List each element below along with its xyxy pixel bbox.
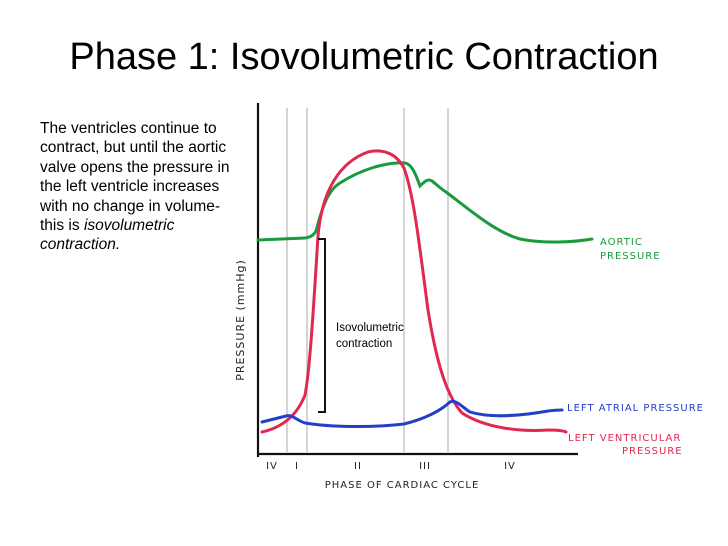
body-text: The ventricles continue to contract, but… bbox=[40, 119, 235, 255]
body-text-normal: The ventricles continue to contract, but… bbox=[40, 120, 230, 235]
slide-title: Phase 1: Isovolumetric Contraction bbox=[69, 36, 659, 78]
y-axis-label: PRESSURE (mmHg) bbox=[234, 259, 247, 381]
curve-labels: AORTIC PRESSURE LEFT ATRIAL PRESSURE LEF… bbox=[567, 237, 704, 457]
ventricular-label-line1: LEFT VENTRICULAR bbox=[568, 433, 681, 444]
phase-label-iii: III bbox=[419, 461, 431, 472]
atrial-label: LEFT ATRIAL PRESSURE bbox=[567, 403, 704, 414]
phase-label-i: I bbox=[295, 461, 299, 472]
isovolumetric-annotation: Isovolumetric contraction bbox=[336, 320, 404, 352]
annotation-line1: Isovolumetric bbox=[336, 322, 404, 334]
x-axis-label: PHASE OF CARDIAC CYCLE bbox=[325, 480, 480, 491]
phase-label-iv-start: IV bbox=[266, 461, 278, 472]
isovolumetric-bracket bbox=[318, 238, 326, 413]
phase-label-iv-end: IV bbox=[504, 461, 516, 472]
body-text-italic: isovolumetric contraction. bbox=[40, 217, 175, 254]
left-atrial-pressure-curve bbox=[260, 399, 564, 429]
left-ventricular-pressure-curve bbox=[260, 149, 568, 434]
annotation-line2: contraction bbox=[336, 338, 393, 350]
phase-labels: IV I II III IV bbox=[266, 461, 516, 472]
aortic-pressure-curve bbox=[256, 161, 594, 244]
phase-label-ii: II bbox=[354, 461, 362, 472]
aortic-label-line2: PRESSURE bbox=[600, 251, 661, 262]
ventricular-label-line2: PRESSURE bbox=[622, 446, 683, 457]
phase-divider-lines bbox=[286, 108, 449, 452]
aortic-label-line1: AORTIC bbox=[600, 237, 643, 248]
